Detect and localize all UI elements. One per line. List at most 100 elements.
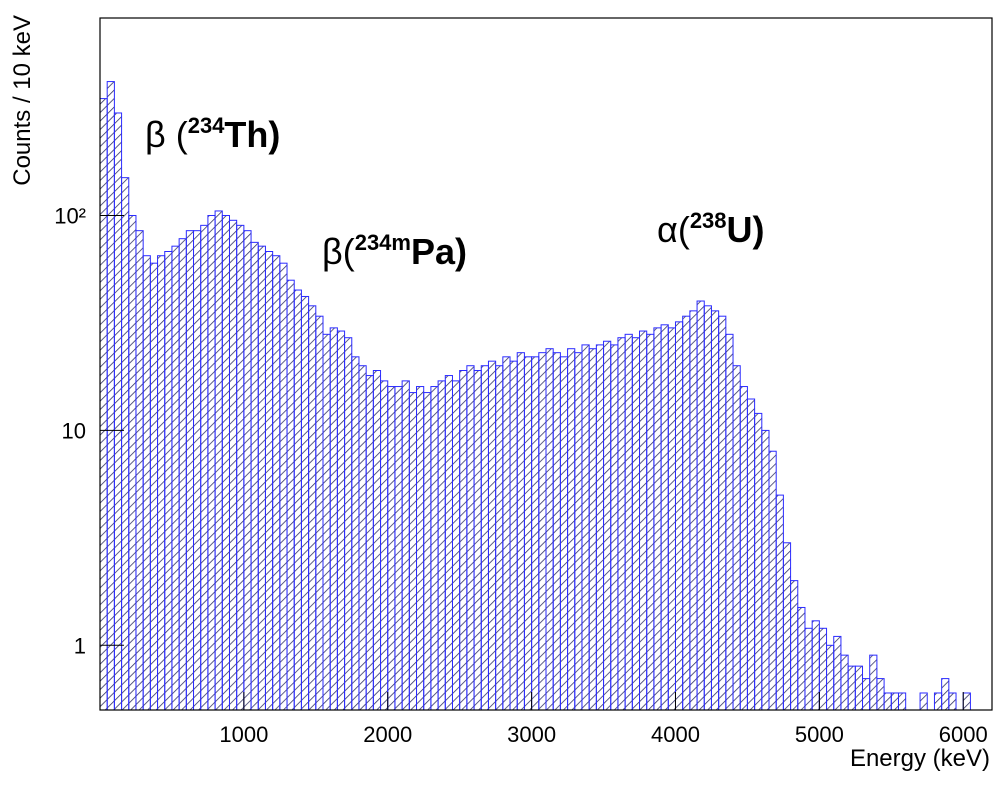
bar <box>689 310 698 711</box>
y-tick-label: 1 <box>74 633 86 658</box>
x-tick-label: 5000 <box>795 722 844 747</box>
bar <box>854 665 864 711</box>
bar <box>257 245 266 711</box>
bar <box>933 692 943 711</box>
bar <box>451 380 461 711</box>
bar <box>502 356 511 711</box>
bar <box>739 386 748 711</box>
bar <box>142 255 151 711</box>
bar <box>315 315 324 711</box>
annotation: α(238U) <box>657 208 765 250</box>
bar <box>811 620 820 711</box>
x-axis-title: Energy (keV) <box>850 745 990 772</box>
histogram <box>99 81 971 711</box>
annotation: β(234mPa) <box>322 230 467 272</box>
bar <box>308 305 317 711</box>
bar <box>279 262 288 711</box>
annotation-text: β ( <box>145 114 188 155</box>
bar <box>869 654 878 711</box>
bar <box>164 251 173 711</box>
bar <box>473 370 482 711</box>
annotation-text: U) <box>727 209 765 250</box>
bar <box>329 327 338 711</box>
annotation-text: β( <box>322 231 355 272</box>
annotation-text: Th) <box>224 114 280 155</box>
bar <box>121 177 130 711</box>
bar <box>746 398 756 711</box>
bar <box>826 644 835 711</box>
bar <box>581 344 590 711</box>
bar <box>236 224 245 711</box>
bar <box>610 344 619 711</box>
bar <box>682 315 691 711</box>
bar <box>178 238 187 711</box>
bar <box>264 251 274 711</box>
x-tick-label: 6000 <box>939 722 988 747</box>
bar <box>480 365 489 711</box>
annotation-text: Pa) <box>411 231 467 272</box>
annotation-superscript: 234m <box>355 230 411 255</box>
bar <box>948 692 957 711</box>
bar <box>710 310 720 711</box>
bar <box>444 375 453 711</box>
bar <box>106 81 115 711</box>
bar <box>595 344 605 711</box>
bar <box>545 348 554 711</box>
bar <box>804 627 813 711</box>
bar <box>962 692 971 711</box>
bar <box>559 356 569 711</box>
bar <box>552 352 561 711</box>
bar <box>646 333 655 711</box>
bar <box>365 375 374 711</box>
bar <box>775 494 784 711</box>
bar <box>883 692 892 711</box>
bar <box>941 678 950 711</box>
bar <box>696 300 705 711</box>
bar <box>718 315 727 711</box>
bar <box>523 356 533 711</box>
bar <box>344 337 353 711</box>
bar <box>667 327 676 711</box>
bar <box>193 230 202 711</box>
bar <box>416 386 425 711</box>
bar <box>250 241 259 711</box>
bar <box>149 262 159 711</box>
bar <box>495 365 504 711</box>
bar <box>840 654 849 711</box>
annotation-superscript: 234 <box>188 113 225 138</box>
bar <box>531 356 540 711</box>
bar <box>567 348 576 711</box>
bar <box>272 255 281 711</box>
bar <box>459 370 468 711</box>
bar <box>466 365 475 711</box>
bar <box>782 542 792 711</box>
bar <box>897 692 907 711</box>
x-tick-label: 2000 <box>363 722 412 747</box>
bar <box>401 380 410 711</box>
bar <box>797 606 806 711</box>
bar <box>847 665 856 711</box>
annotation-superscript: 238 <box>690 208 727 233</box>
bar <box>322 333 331 711</box>
bar <box>754 412 763 711</box>
bar <box>300 295 310 711</box>
bar <box>243 230 252 711</box>
bar <box>509 360 518 711</box>
bar <box>516 352 525 711</box>
bar <box>380 380 389 711</box>
bar <box>653 327 662 711</box>
bar <box>286 279 295 711</box>
bar <box>833 635 842 711</box>
bar <box>588 348 597 711</box>
bar <box>408 392 418 711</box>
bar <box>624 333 633 711</box>
annotation: β (234Th) <box>145 113 280 155</box>
bar <box>617 337 626 711</box>
bar <box>761 429 770 711</box>
bar <box>890 692 899 711</box>
bar <box>358 365 367 711</box>
bar <box>437 380 446 711</box>
bar <box>214 210 223 711</box>
bar <box>200 224 209 711</box>
bar <box>430 386 439 711</box>
